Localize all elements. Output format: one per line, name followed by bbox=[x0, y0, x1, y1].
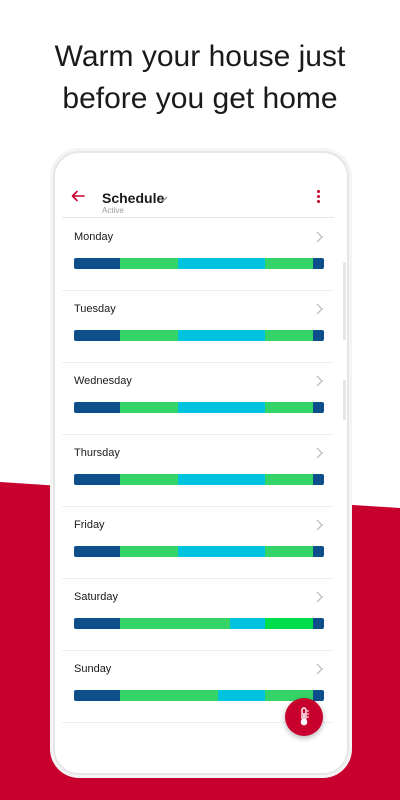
page-title[interactable]: Schedule bbox=[102, 190, 165, 206]
chevron-right-icon bbox=[316, 447, 323, 459]
schedule-segment bbox=[313, 474, 324, 485]
day-label: Saturday bbox=[74, 591, 119, 603]
schedule-segment bbox=[74, 474, 120, 485]
schedule-segment bbox=[74, 330, 120, 341]
schedule-segment bbox=[178, 546, 265, 557]
schedule-segment bbox=[178, 330, 265, 341]
day-label: Thursday bbox=[74, 447, 120, 459]
schedule-segment bbox=[120, 546, 178, 557]
headline-line-1: Warm your house just bbox=[54, 40, 346, 73]
chevron-right-icon bbox=[316, 231, 323, 243]
schedule-segment bbox=[218, 690, 265, 701]
schedule-segment bbox=[265, 258, 313, 269]
day-row-friday[interactable]: Friday bbox=[62, 506, 334, 579]
app-bar: Schedule Active bbox=[62, 177, 334, 218]
schedule-segment bbox=[178, 474, 265, 485]
schedule-bar[interactable] bbox=[74, 330, 324, 341]
schedule-segment bbox=[265, 402, 313, 413]
schedule-segment bbox=[120, 402, 178, 413]
chevron-right-icon bbox=[316, 303, 323, 315]
day-label: Sunday bbox=[74, 663, 112, 675]
schedule-segment bbox=[265, 618, 313, 629]
day-label: Tuesday bbox=[74, 303, 116, 315]
schedule-segment bbox=[178, 258, 265, 269]
schedule-segment bbox=[74, 546, 120, 557]
schedule-segment bbox=[120, 618, 230, 629]
temperature-fab-button[interactable] bbox=[285, 698, 323, 736]
schedule-segment bbox=[74, 690, 120, 701]
schedule-segment bbox=[313, 330, 324, 341]
day-label: Wednesday bbox=[74, 375, 132, 387]
day-row-monday[interactable]: Monday bbox=[62, 218, 334, 291]
phone-power-button bbox=[343, 380, 346, 420]
schedule-segment bbox=[120, 258, 178, 269]
schedule-segment bbox=[230, 618, 265, 629]
chevron-right-icon bbox=[316, 663, 323, 675]
schedule-segment bbox=[74, 258, 120, 269]
headline-line-2: before you get home bbox=[62, 82, 338, 115]
schedule-segment bbox=[313, 546, 324, 557]
app-screen: Schedule Active Monday Tuesday Wednesday Th… bbox=[62, 177, 334, 749]
schedule-bar[interactable] bbox=[74, 258, 324, 269]
schedule-segment bbox=[265, 330, 313, 341]
headline: Warm your house just before you get home bbox=[0, 36, 400, 120]
schedule-segment bbox=[74, 402, 120, 413]
day-row-thursday[interactable]: Thursday bbox=[62, 434, 334, 507]
schedule-segment bbox=[265, 546, 313, 557]
day-label: Friday bbox=[74, 519, 105, 531]
phone-volume-button bbox=[343, 262, 346, 340]
schedule-segment bbox=[120, 330, 178, 341]
schedule-status: Active bbox=[102, 206, 124, 215]
thermometer-icon bbox=[300, 707, 309, 726]
schedule-segment bbox=[265, 690, 313, 701]
more-vertical-icon[interactable] bbox=[312, 189, 324, 205]
chevron-right-icon bbox=[316, 519, 323, 531]
arrow-left-icon[interactable] bbox=[70, 188, 86, 204]
schedule-segment bbox=[313, 690, 324, 701]
schedule-segment bbox=[265, 474, 313, 485]
schedule-bar[interactable] bbox=[74, 618, 324, 629]
chevron-right-icon bbox=[316, 375, 323, 387]
schedule-segment bbox=[313, 618, 324, 629]
schedule-bar[interactable] bbox=[74, 474, 324, 485]
schedule-segment bbox=[313, 402, 324, 413]
day-label: Monday bbox=[74, 231, 114, 243]
day-row-sunday[interactable]: Sunday bbox=[62, 650, 334, 723]
chevron-right-icon bbox=[316, 591, 323, 603]
schedule-segment bbox=[120, 474, 178, 485]
schedule-bar[interactable] bbox=[74, 690, 324, 701]
day-row-tuesday[interactable]: Tuesday bbox=[62, 290, 334, 363]
schedule-bar[interactable] bbox=[74, 546, 324, 557]
chevron-down-icon[interactable] bbox=[158, 195, 168, 203]
schedule-segment bbox=[313, 258, 324, 269]
day-row-wednesday[interactable]: Wednesday bbox=[62, 362, 334, 435]
schedule-segment bbox=[74, 618, 120, 629]
schedule-segment bbox=[178, 402, 265, 413]
schedule-segment bbox=[120, 690, 218, 701]
schedule-bar[interactable] bbox=[74, 402, 324, 413]
day-row-saturday[interactable]: Saturday bbox=[62, 578, 334, 651]
